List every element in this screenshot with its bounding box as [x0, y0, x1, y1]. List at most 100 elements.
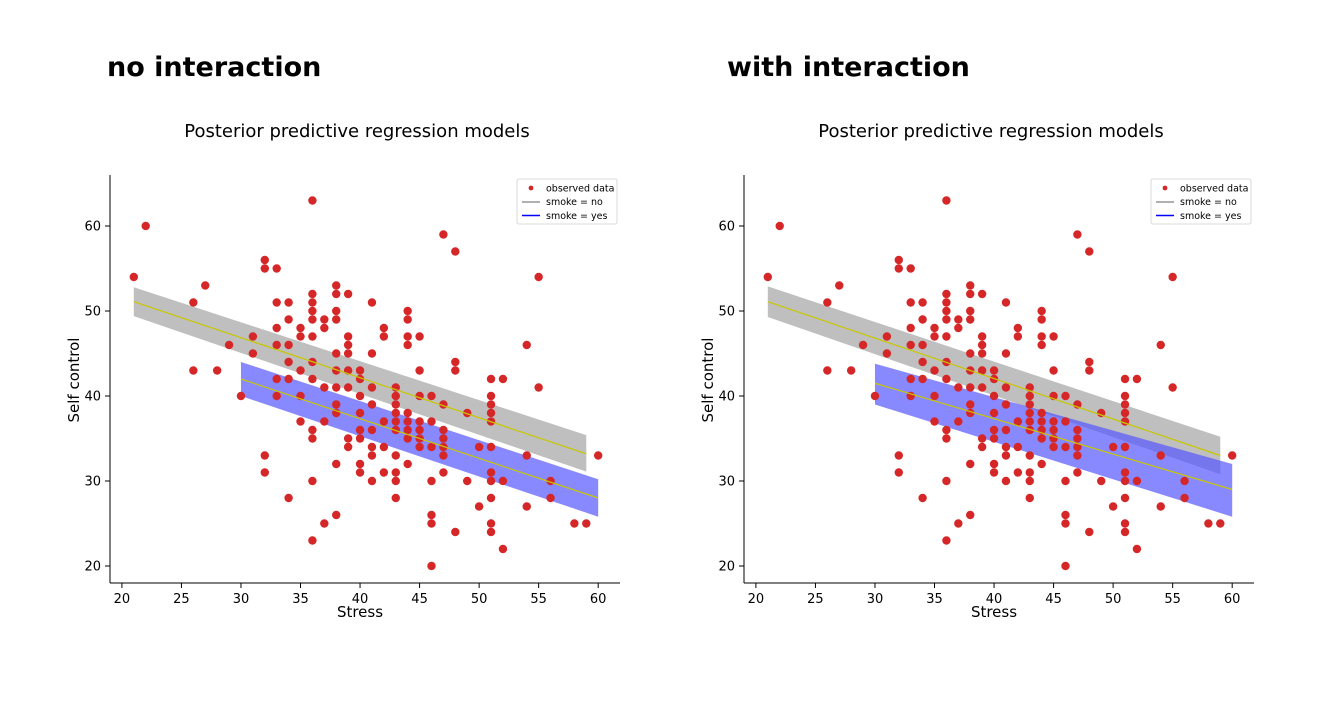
- data-point: [439, 425, 448, 435]
- data-point: [977, 349, 987, 358]
- data-point: [1013, 332, 1023, 341]
- data-point: [966, 281, 975, 290]
- x-tick-label: 40: [986, 592, 1003, 607]
- data-point: [1025, 425, 1034, 435]
- data-point: [918, 315, 927, 324]
- data-point: [427, 476, 436, 486]
- data-point: [367, 476, 377, 486]
- data-point: [439, 451, 448, 460]
- data-point: [248, 349, 258, 358]
- data-point: [415, 366, 424, 375]
- data-point: [1001, 425, 1011, 435]
- mean-line-smoke-yes: [240, 378, 599, 499]
- x-tick-label: 25: [173, 592, 190, 607]
- data-point: [486, 476, 496, 486]
- data-point: [451, 247, 460, 256]
- data-point: [1037, 459, 1046, 469]
- data-point: [367, 442, 377, 452]
- data-point: [954, 323, 963, 333]
- data-point: [954, 315, 963, 324]
- data-point: [1001, 476, 1011, 486]
- data-point: [272, 298, 281, 307]
- data-point: [212, 366, 222, 375]
- x-tick-label: 20: [114, 592, 131, 607]
- data-point: [367, 400, 377, 409]
- data-point: [355, 468, 365, 477]
- data-point: [248, 332, 258, 341]
- data-point: [894, 451, 903, 460]
- data-point: [977, 289, 987, 299]
- data-point: [954, 383, 963, 392]
- data-point: [989, 408, 999, 418]
- data-point: [966, 315, 975, 324]
- data-point: [463, 476, 472, 486]
- data-point: [427, 519, 436, 528]
- data-point: [403, 434, 412, 443]
- data-point: [332, 315, 341, 324]
- y-tick-label: 20: [84, 560, 101, 575]
- data-point: [355, 408, 365, 418]
- x-tick-label: 40: [352, 592, 369, 607]
- data-point: [1037, 434, 1046, 443]
- data-point: [1156, 340, 1165, 350]
- data-point: [930, 332, 939, 341]
- data-point: [224, 340, 234, 350]
- x-tick-label: 45: [1045, 592, 1062, 607]
- data-point: [1061, 510, 1070, 520]
- panel-heading-no-interaction: no interaction: [107, 52, 322, 83]
- data-point: [332, 306, 341, 316]
- data-point: [942, 332, 951, 341]
- data-point: [918, 340, 927, 350]
- data-point: [989, 468, 999, 477]
- data-point: [918, 493, 927, 503]
- data-point: [1120, 374, 1130, 384]
- data-point: [391, 400, 400, 409]
- data-point: [942, 196, 951, 205]
- data-point: [906, 298, 915, 307]
- data-point: [379, 442, 389, 452]
- data-point: [284, 298, 293, 307]
- data-point: [930, 391, 939, 401]
- data-point: [486, 400, 496, 409]
- data-point: [966, 349, 975, 358]
- data-point: [918, 298, 927, 307]
- data-point: [942, 374, 951, 384]
- x-tick-label: 60: [1224, 592, 1241, 607]
- data-point: [320, 417, 329, 426]
- data-point: [367, 298, 377, 307]
- data-point: [355, 459, 365, 469]
- data-point: [1168, 272, 1177, 282]
- data-point: [403, 425, 412, 435]
- data-point: [260, 468, 269, 477]
- data-point: [427, 417, 436, 426]
- data-point: [486, 468, 496, 477]
- data-point: [1001, 298, 1011, 307]
- data-point: [1132, 374, 1142, 384]
- data-point: [320, 315, 329, 324]
- legend-frame: [516, 178, 618, 225]
- data-point: [486, 408, 496, 418]
- data-point: [332, 349, 341, 358]
- data-point: [403, 459, 412, 469]
- mean-line-smoke-no: [767, 301, 1221, 457]
- data-point: [1061, 561, 1070, 571]
- data-point: [332, 289, 341, 299]
- data-point: [823, 366, 832, 375]
- data-point: [1061, 417, 1070, 426]
- data-point: [1037, 306, 1046, 316]
- data-point: [391, 493, 400, 503]
- data-point: [954, 417, 963, 426]
- data-point: [427, 510, 436, 520]
- data-point: [391, 468, 400, 477]
- data-point: [451, 366, 460, 375]
- x-axis-label: Stress: [971, 603, 1017, 621]
- data-point: [427, 442, 436, 452]
- legend: observed data smoke = no smoke = yes: [516, 178, 618, 225]
- data-point: [1108, 502, 1118, 511]
- data-point: [1025, 493, 1034, 503]
- data-point: [1073, 230, 1082, 239]
- data-point: [918, 357, 927, 367]
- data-point: [260, 255, 269, 265]
- data-point: [1216, 519, 1225, 528]
- data-point: [260, 451, 269, 460]
